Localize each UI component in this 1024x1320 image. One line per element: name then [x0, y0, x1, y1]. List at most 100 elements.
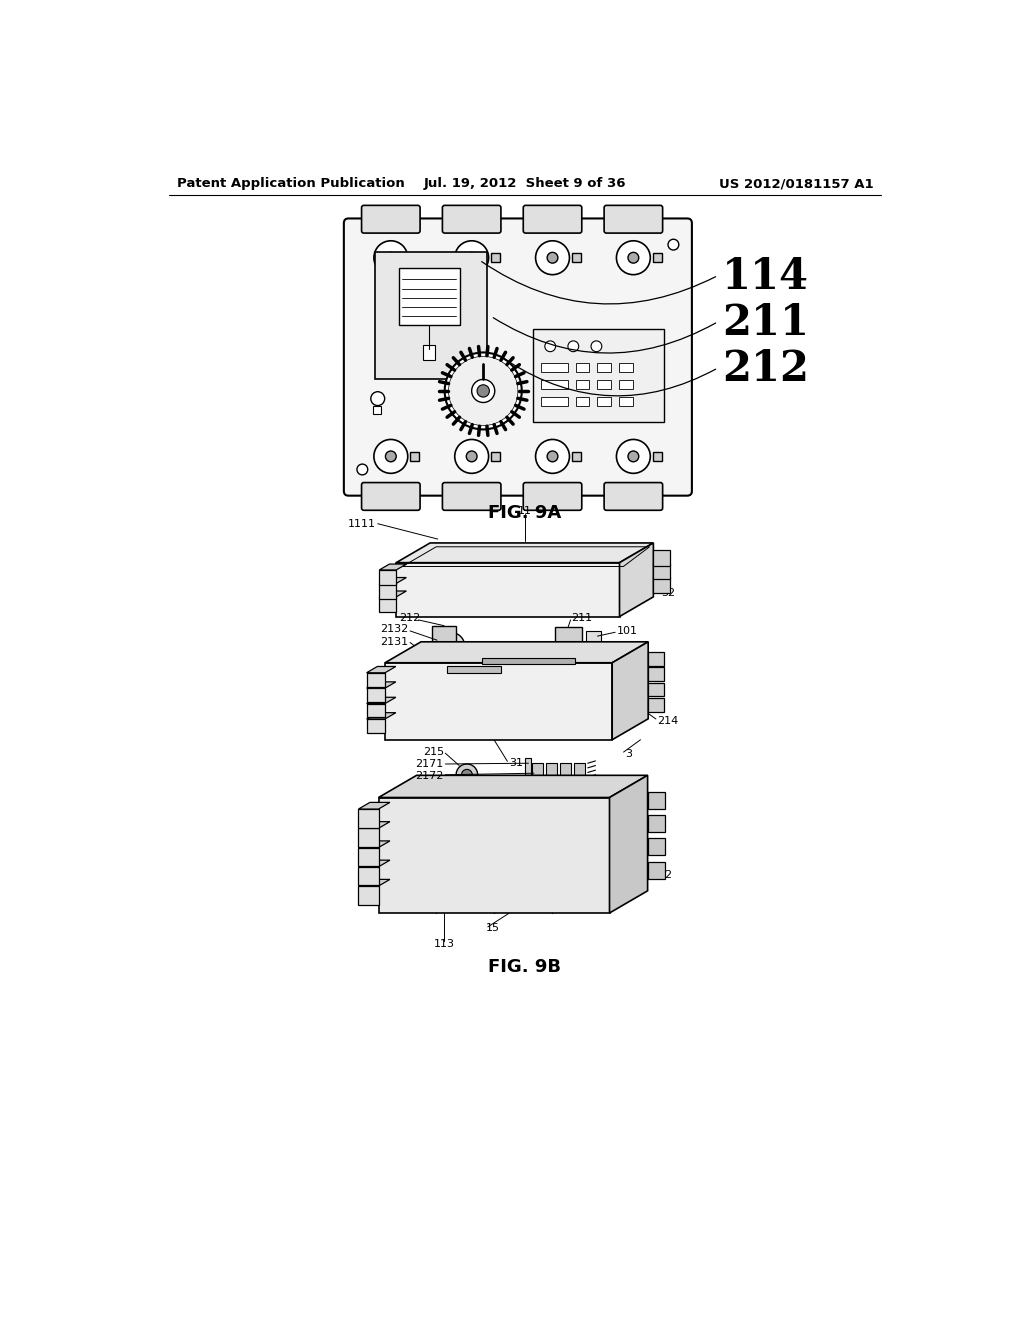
Bar — [490, 451, 500, 461]
Polygon shape — [648, 698, 664, 711]
Text: 31: 31 — [509, 758, 523, 768]
Polygon shape — [358, 809, 379, 828]
Polygon shape — [612, 642, 648, 739]
Bar — [597, 380, 611, 389]
Polygon shape — [367, 682, 396, 688]
Text: 2131: 2131 — [381, 638, 409, 648]
Circle shape — [568, 341, 579, 351]
Bar — [373, 407, 381, 414]
Bar — [398, 268, 460, 326]
Bar — [573, 763, 585, 785]
Polygon shape — [367, 673, 385, 686]
Polygon shape — [358, 821, 390, 829]
Polygon shape — [367, 697, 396, 704]
Circle shape — [455, 240, 488, 275]
Circle shape — [357, 465, 368, 475]
FancyBboxPatch shape — [523, 206, 582, 234]
Polygon shape — [653, 550, 671, 566]
Polygon shape — [358, 847, 379, 866]
Polygon shape — [620, 543, 653, 616]
Bar — [652, 253, 662, 263]
Circle shape — [466, 252, 477, 263]
Polygon shape — [648, 682, 664, 697]
Bar — [618, 363, 633, 372]
Bar — [458, 775, 476, 787]
Circle shape — [374, 240, 408, 275]
Text: Jul. 19, 2012  Sheet 9 of 36: Jul. 19, 2012 Sheet 9 of 36 — [424, 177, 626, 190]
Circle shape — [536, 240, 569, 275]
Polygon shape — [648, 667, 664, 681]
Circle shape — [545, 341, 556, 351]
Bar — [541, 363, 568, 372]
Text: 1111: 1111 — [348, 519, 376, 529]
Text: 211: 211 — [571, 612, 593, 623]
Polygon shape — [648, 652, 664, 665]
Bar — [560, 763, 570, 785]
Circle shape — [466, 451, 477, 462]
Bar — [534, 330, 665, 422]
Polygon shape — [358, 841, 390, 847]
Text: 2132: 2132 — [380, 624, 409, 635]
Text: FIG. 9A: FIG. 9A — [488, 504, 561, 521]
FancyBboxPatch shape — [361, 206, 420, 234]
Circle shape — [628, 252, 639, 263]
Text: 12: 12 — [659, 870, 674, 880]
Bar — [571, 253, 581, 263]
Polygon shape — [358, 879, 390, 886]
Polygon shape — [647, 816, 665, 833]
Text: 32: 32 — [662, 589, 675, 598]
Text: 15: 15 — [486, 924, 501, 933]
Circle shape — [462, 770, 472, 780]
Bar — [586, 631, 601, 643]
Bar — [541, 380, 568, 389]
FancyBboxPatch shape — [604, 483, 663, 511]
Polygon shape — [385, 642, 648, 663]
Bar — [618, 380, 633, 389]
Circle shape — [456, 764, 477, 785]
Polygon shape — [647, 838, 665, 855]
Polygon shape — [367, 719, 385, 733]
Text: 11: 11 — [518, 506, 531, 516]
Bar — [575, 380, 590, 389]
Polygon shape — [358, 829, 379, 847]
Polygon shape — [647, 862, 665, 879]
Bar — [597, 397, 611, 407]
Bar — [541, 397, 568, 407]
Polygon shape — [379, 775, 647, 797]
Bar — [618, 397, 633, 407]
Circle shape — [616, 240, 650, 275]
Polygon shape — [482, 659, 574, 664]
FancyArrowPatch shape — [494, 318, 716, 352]
Circle shape — [385, 451, 396, 462]
Polygon shape — [653, 564, 671, 579]
Bar — [490, 253, 500, 263]
Polygon shape — [385, 663, 612, 739]
FancyBboxPatch shape — [604, 206, 663, 234]
Bar — [575, 363, 590, 372]
Text: US 2012/0181157 A1: US 2012/0181157 A1 — [719, 177, 873, 190]
Circle shape — [668, 239, 679, 249]
Circle shape — [547, 451, 558, 462]
Bar — [376, 252, 487, 379]
Polygon shape — [609, 775, 647, 913]
Circle shape — [371, 392, 385, 405]
Polygon shape — [379, 797, 609, 913]
Bar — [597, 363, 611, 372]
FancyArrowPatch shape — [509, 362, 716, 396]
Circle shape — [437, 632, 465, 660]
Circle shape — [492, 553, 500, 561]
Circle shape — [477, 385, 489, 397]
Polygon shape — [367, 667, 396, 673]
Bar — [423, 345, 435, 360]
Polygon shape — [396, 562, 620, 616]
Bar — [432, 626, 456, 643]
Polygon shape — [367, 688, 385, 702]
Polygon shape — [358, 861, 390, 867]
FancyBboxPatch shape — [361, 483, 420, 511]
Circle shape — [455, 440, 488, 474]
Polygon shape — [367, 713, 396, 719]
FancyArrowPatch shape — [481, 261, 716, 304]
FancyBboxPatch shape — [523, 483, 582, 511]
Text: 211: 211 — [722, 302, 809, 345]
Text: FIG. 9B: FIG. 9B — [488, 958, 561, 975]
